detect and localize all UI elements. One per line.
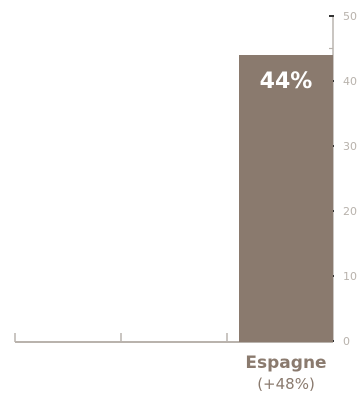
y-tick-label: 30 bbox=[343, 140, 357, 153]
labels-layer: 44% Espagne (+48%) bbox=[245, 69, 326, 393]
bar bbox=[239, 55, 333, 342]
y-tick-label: 40 bbox=[343, 75, 357, 88]
x-category-label: Espagne bbox=[245, 353, 326, 373]
bar-value-label: 44% bbox=[260, 69, 313, 94]
y-tick-label: 20 bbox=[343, 205, 357, 218]
bars-layer bbox=[239, 55, 333, 342]
y-tick-label: 10 bbox=[343, 270, 357, 283]
y-tick-label: 50 bbox=[343, 10, 357, 23]
y-tick-label: 0 bbox=[343, 335, 350, 348]
x-category-sublabel: (+48%) bbox=[257, 375, 315, 393]
